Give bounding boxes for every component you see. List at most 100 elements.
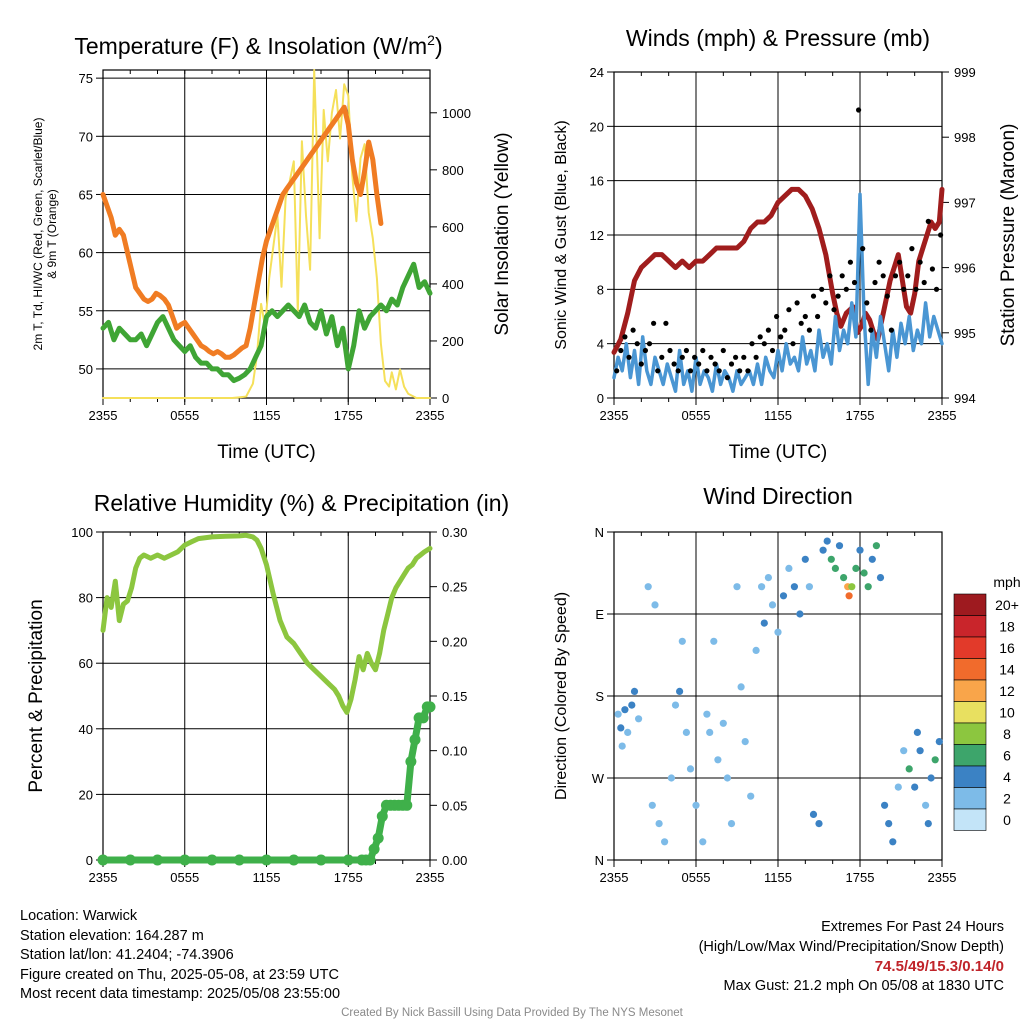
wind-direction-point <box>768 601 777 609</box>
temp-xtick-label: 1155 <box>253 408 281 423</box>
wind-direction-point <box>624 728 632 737</box>
wind-gust-point <box>819 286 825 292</box>
dir-xtick-label: 2355 <box>928 870 957 885</box>
rh-precip-point <box>364 854 376 866</box>
wind-gust-point <box>856 107 862 113</box>
extremes-subheading: (High/Low/Max Wind/Precipitation/Snow De… <box>698 938 1004 955</box>
speed-legend-title: mph <box>993 574 1020 590</box>
wind-direction-point <box>864 583 872 591</box>
rh-precip-point <box>124 854 136 866</box>
rh-precip-point <box>233 854 245 866</box>
wind-direction-point <box>835 542 844 550</box>
wind-gust-point <box>765 327 772 333</box>
rh-ytick-right-label: 0.20 <box>442 634 467 649</box>
wind-gust-point <box>909 246 915 252</box>
wind-direction-point <box>752 646 760 655</box>
temp-xtick-label: 0555 <box>170 408 199 423</box>
temp-title-end: ) <box>435 33 443 59</box>
wind-ytick-label: 24 <box>590 65 604 80</box>
temp-y-axis-label-line2: & 9m T (Orange) <box>45 189 59 279</box>
dir-ytick-label: S <box>595 689 604 704</box>
wind-gust-point <box>913 286 919 292</box>
wind-gust-point <box>851 279 858 286</box>
wind-ytick-right-label: 998 <box>954 130 976 145</box>
temp-ytick-right-label: 0 <box>442 391 449 406</box>
wind-direction-point <box>868 555 876 563</box>
wind-gust-point <box>675 368 681 374</box>
wind-direction-point <box>796 610 804 618</box>
wind-xtick-label: 0555 <box>682 408 711 423</box>
temp-xtick-label: 2355 <box>89 408 118 423</box>
wind-direction-point <box>628 701 636 709</box>
wind-direction-point <box>699 838 707 846</box>
wind-gust-point <box>626 354 632 360</box>
wind-gust-point <box>831 307 837 313</box>
rh-ytick-right-label: 0.05 <box>442 798 467 813</box>
rh-xtick-label: 2355 <box>89 870 118 885</box>
wind-direction-point <box>747 792 755 800</box>
speed-legend-label: 4 <box>1003 769 1011 785</box>
wind-gust-point <box>757 334 763 340</box>
wind-gust-point <box>815 313 821 320</box>
wind-direction-point <box>635 715 643 723</box>
wind-gust-point <box>741 354 747 360</box>
wind-ytick-right-label: 999 <box>954 65 976 80</box>
wind-gust-point <box>790 341 796 347</box>
rh-ytick-right-label: 0.00 <box>442 853 467 868</box>
temp-title-superscript: 2 <box>427 32 435 48</box>
rh-xtick-label: 0555 <box>170 870 199 885</box>
wind-direction-point <box>809 810 818 819</box>
wind-gust-point <box>708 354 714 360</box>
wind-direction-point <box>922 801 930 809</box>
wind-gust-point <box>864 300 870 306</box>
rh-precip-point <box>372 832 384 844</box>
wind-direction-point <box>911 783 919 791</box>
wind-ytick-label: 0 <box>597 391 604 406</box>
wind-gust-point <box>892 273 899 279</box>
wind-direction-point <box>678 637 686 645</box>
wind-ytick-label: 8 <box>597 282 604 297</box>
wind-gust-point <box>897 259 903 265</box>
wind-direction-point <box>889 838 897 846</box>
wind-direction-point <box>905 765 913 773</box>
station-latlon: Station lat/lon: 41.2404; -74.3906 <box>20 947 234 963</box>
speed-legend-label: 10 <box>999 705 1015 721</box>
temp-ytick-label: 55 <box>79 304 93 319</box>
max-gust: Max Gust: 21.2 mph On 05/08 at 1830 UTC <box>723 977 1004 994</box>
temp-chart-title: Temperature (F) & Insolation (W/m2) <box>74 32 442 59</box>
extremes-values: 74.5/49/15.3/0.14/0 <box>874 958 1004 975</box>
rh-precip-point <box>368 843 380 855</box>
wind-direction-point <box>916 747 924 755</box>
wind-direction-point <box>805 583 814 591</box>
rh-precip-point <box>179 854 191 866</box>
rh-precip-point <box>417 712 429 724</box>
wind-gust-point <box>839 273 845 279</box>
recent-data-timestamp: Most recent data timestamp: 2025/05/08 2… <box>20 986 341 1002</box>
wind-direction-point <box>703 710 711 718</box>
wind-gust-point <box>905 273 911 279</box>
wind-gust-point <box>921 279 927 286</box>
temp-right-axis-label: Solar Insolation (Yellow) <box>492 132 513 335</box>
rh-series-rh <box>100 532 433 715</box>
temp-ytick-label: 75 <box>79 71 93 86</box>
wind-gust-point <box>917 259 923 265</box>
speed-legend-swatch <box>953 658 987 681</box>
speed-legend-swatch <box>953 593 987 616</box>
wind-xtick-label: 1155 <box>764 408 792 423</box>
wind-direction-point <box>840 574 848 582</box>
wind-gust-point <box>782 327 788 333</box>
speed-legend-swatch <box>953 722 987 745</box>
wind-direction-point <box>900 747 908 755</box>
rh-precip-point <box>405 756 417 768</box>
rh-series-precip <box>99 703 434 864</box>
wind-gust-point <box>679 354 685 360</box>
temp-ytick-right-label: 200 <box>442 334 464 349</box>
wind-gust-point <box>642 347 649 354</box>
wind-gust-point <box>778 334 784 340</box>
wind-direction-point <box>692 801 700 809</box>
wind-direction-point <box>621 706 629 714</box>
wind-xtick-label: 2355 <box>600 408 629 423</box>
wind-gust-point <box>933 286 940 292</box>
wind-direction-point <box>733 583 741 591</box>
